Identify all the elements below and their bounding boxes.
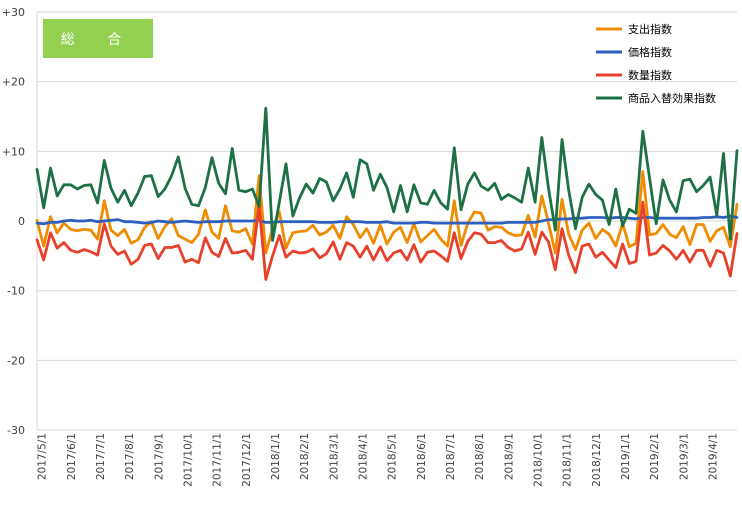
y-tick-label: +10	[2, 145, 25, 158]
legend-label: 支出指数	[628, 22, 672, 36]
x-tick-label: 2018/10/1	[533, 433, 545, 487]
series-line	[35, 200, 739, 281]
x-tick-label: 2017/7/1	[95, 433, 107, 480]
legend-label: 数量指数	[628, 68, 672, 82]
x-tick-label: 2018/3/1	[328, 433, 340, 480]
badge-label: 総 合	[61, 32, 135, 48]
series-layer	[35, 106, 739, 281]
legend-label: 商品入替効果指数	[628, 91, 716, 105]
legend-label: 価格指数	[628, 45, 672, 59]
y-tick-label: -20	[7, 354, 25, 367]
x-tick-label: 2017/9/1	[153, 433, 165, 480]
x-tick-label: 2017/10/1	[183, 433, 195, 487]
title-badge: 総 合	[43, 19, 153, 58]
x-tick-label: 2018/11/1	[562, 433, 574, 487]
x-tick-label: 2018/1/1	[270, 433, 282, 480]
x-tick-label: 2017/12/1	[241, 433, 253, 487]
series-line	[35, 170, 739, 255]
y-axis-ticks: +30 +20 +10 0 -10 -20 -30	[2, 6, 25, 437]
x-tick-label: 2018/7/1	[445, 433, 457, 480]
x-tick-label: 2019/1/1	[620, 433, 632, 480]
x-tick-label: 2019/3/1	[678, 433, 690, 480]
y-tick-label: 0	[18, 215, 25, 228]
x-tick-label: 2018/6/1	[416, 433, 428, 480]
x-tick-label: 2017/11/1	[212, 433, 224, 487]
x-tick-label: 2018/12/1	[591, 433, 603, 487]
series-line	[35, 106, 739, 242]
x-tick-label: 2018/4/1	[358, 433, 370, 480]
x-tick-label: 2017/5/1	[37, 433, 49, 480]
x-tick-label: 2017/8/1	[124, 433, 136, 480]
y-tick-label: -30	[7, 424, 25, 437]
y-tick-label: +30	[2, 6, 25, 19]
y-tick-label: +20	[2, 76, 25, 89]
x-tick-label: 2017/6/1	[66, 433, 78, 480]
badge-background	[43, 19, 153, 58]
y-tick-label: -10	[7, 285, 25, 298]
x-tick-label: 2018/5/1	[387, 433, 399, 480]
series-line	[35, 214, 739, 226]
x-tick-label: 2018/9/1	[503, 433, 515, 480]
x-tick-label: 2019/2/1	[649, 433, 661, 480]
x-tick-label: 2018/8/1	[474, 433, 486, 480]
x-tick-label: 2019/4/1	[708, 433, 720, 480]
x-axis-ticks: 2017/5/1 2017/6/1 2017/7/1 2017/8/1 2017/9/1…	[37, 433, 720, 487]
x-tick-label: 2018/2/1	[299, 433, 311, 480]
